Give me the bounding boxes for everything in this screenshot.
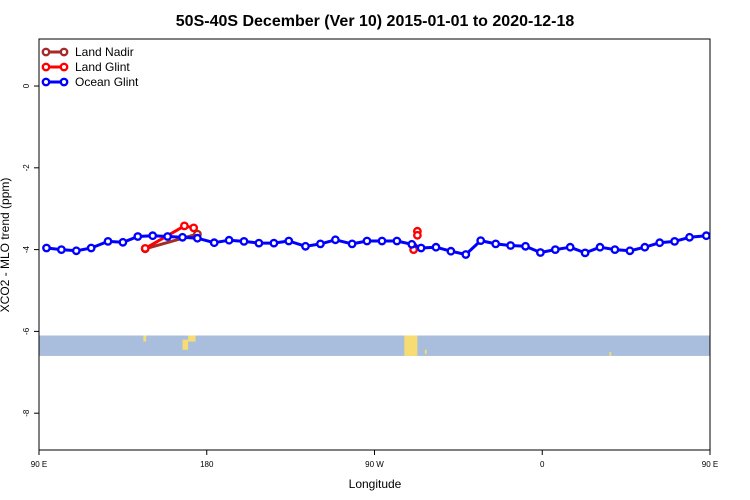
- data-point: [42, 243, 51, 253]
- x-axis-label: Longitude: [349, 477, 402, 491]
- data-point: [392, 236, 402, 246]
- x-tick-label: 180: [200, 460, 214, 469]
- data-point: [118, 237, 128, 247]
- data-point: [655, 238, 665, 248]
- data-point: [718, 233, 724, 239]
- data-point: [446, 246, 456, 256]
- data-point: [407, 239, 417, 249]
- data-point: [476, 236, 486, 246]
- legend-swatch-point: [41, 47, 51, 57]
- legend-label: Land Nadir: [75, 45, 134, 59]
- data-point: [178, 232, 187, 242]
- data-point: [412, 230, 422, 240]
- data-point: [179, 221, 189, 231]
- data-point: [347, 239, 357, 249]
- legend-item: Land Nadir: [41, 45, 134, 59]
- map-strip-land: [143, 335, 147, 342]
- data-point: [209, 238, 219, 248]
- data-point: [580, 248, 590, 258]
- legend-swatch-point: [59, 62, 69, 72]
- x-tick-label: 90 W: [365, 460, 384, 469]
- data-point: [148, 231, 158, 241]
- plot-frame: [38, 38, 711, 451]
- data-point: [163, 232, 173, 241]
- data-point: [377, 236, 387, 246]
- x-tick-label: 90 E: [31, 460, 47, 469]
- data-point: [640, 242, 650, 252]
- data-point: [610, 245, 620, 255]
- data-point: [701, 231, 710, 241]
- data-point: [625, 246, 635, 256]
- data-point: [269, 238, 279, 248]
- data-point: [461, 250, 471, 259]
- legend-swatch-point: [41, 62, 51, 72]
- data-point: [192, 233, 202, 243]
- legend-swatch-point: [59, 77, 69, 87]
- x-tick-label: 90 E: [702, 460, 718, 469]
- y-axis: 0 -2 -4 -6 -8: [22, 83, 39, 417]
- map-strip-land: [182, 339, 189, 350]
- y-tick-label: -2: [22, 164, 31, 172]
- data-point: [521, 241, 530, 251]
- series-land-glint: [140, 221, 422, 255]
- y-tick-label: -6: [22, 327, 31, 335]
- x-tick-label: 0: [540, 460, 545, 469]
- data-point: [506, 241, 515, 250]
- data-point: [224, 235, 234, 245]
- data-point: [362, 236, 372, 246]
- data-point: [733, 233, 739, 239]
- data-point: [416, 243, 426, 253]
- x-axis: 90 E 180 90 W 0 90 E: [31, 450, 718, 469]
- data-point: [239, 236, 249, 246]
- data-point: [670, 236, 679, 246]
- data-point: [550, 245, 560, 255]
- data-point: [254, 238, 264, 248]
- data-point: [330, 235, 340, 245]
- data-point: [284, 236, 294, 246]
- data-point: [133, 232, 143, 241]
- y-tick-label: 0: [22, 83, 31, 88]
- data-point: [491, 239, 501, 249]
- data-point: [301, 241, 310, 251]
- y-tick-label: -4: [22, 246, 31, 254]
- data-point: [189, 223, 199, 233]
- data-point: [103, 236, 113, 246]
- legend-swatch-point: [59, 47, 69, 57]
- data-point: [86, 243, 96, 253]
- data-point: [315, 239, 325, 249]
- map-strip-land: [404, 335, 418, 356]
- map-strip-land: [424, 349, 427, 354]
- legend-swatch-point: [41, 77, 51, 87]
- data-point: [57, 245, 66, 255]
- chart-title: 50S-40S December (Ver 10) 2015-01-01 to …: [176, 13, 575, 30]
- legend-label: Ocean Glint: [75, 75, 139, 89]
- y-tick-label: -8: [22, 409, 31, 417]
- data-point: [71, 246, 81, 256]
- data-point: [431, 242, 441, 252]
- data-point: [536, 248, 545, 257]
- legend-item: Ocean Glint: [41, 75, 139, 89]
- map-strip-land: [188, 335, 196, 342]
- map-strip-land: [609, 351, 612, 356]
- data-point: [140, 243, 150, 253]
- data-point: [595, 242, 605, 252]
- legend-item: Land Glint: [41, 60, 130, 74]
- data-point: [565, 242, 575, 252]
- map-strip-ocean: [39, 335, 710, 356]
- data-point: [685, 232, 694, 242]
- legend-label: Land Glint: [75, 60, 130, 74]
- y-axis-label: XCO2 - MLO trend (ppm): [0, 178, 12, 313]
- series-ocean-glint: [42, 231, 739, 259]
